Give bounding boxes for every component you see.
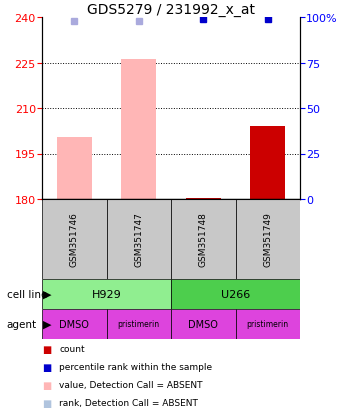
- Bar: [171, 199, 236, 279]
- Text: agent: agent: [7, 319, 37, 329]
- Bar: [236, 309, 300, 339]
- Bar: [42, 309, 106, 339]
- Text: count: count: [59, 345, 85, 354]
- Text: value, Detection Call = ABSENT: value, Detection Call = ABSENT: [59, 380, 203, 389]
- Bar: [171, 309, 236, 339]
- Text: H929: H929: [91, 289, 121, 299]
- Text: GSM351749: GSM351749: [263, 212, 272, 267]
- Text: pristimerin: pristimerin: [118, 320, 160, 329]
- Text: rank, Detection Call = ABSENT: rank, Detection Call = ABSENT: [59, 399, 198, 408]
- Bar: [56, 138, 92, 199]
- Bar: [171, 279, 300, 309]
- Text: DMSO: DMSO: [59, 319, 89, 329]
- Text: percentile rank within the sample: percentile rank within the sample: [59, 363, 212, 372]
- Text: ■: ■: [42, 362, 51, 372]
- Text: pristimerin: pristimerin: [247, 320, 289, 329]
- Text: ■: ■: [42, 344, 51, 354]
- Text: GSM351748: GSM351748: [199, 212, 208, 267]
- Bar: [250, 127, 286, 199]
- Bar: [236, 199, 300, 279]
- Text: cell line: cell line: [7, 289, 47, 299]
- Bar: [121, 60, 156, 199]
- Text: ▶: ▶: [42, 289, 51, 299]
- Text: ▶: ▶: [42, 319, 51, 329]
- Bar: [106, 309, 171, 339]
- Title: GDS5279 / 231992_x_at: GDS5279 / 231992_x_at: [87, 3, 255, 17]
- Text: ■: ■: [42, 398, 51, 408]
- Bar: [42, 199, 106, 279]
- Text: GSM351746: GSM351746: [70, 212, 79, 267]
- Text: DMSO: DMSO: [188, 319, 218, 329]
- Text: ■: ■: [42, 380, 51, 390]
- Text: GSM351747: GSM351747: [134, 212, 143, 267]
- Bar: [42, 279, 171, 309]
- Text: U266: U266: [221, 289, 250, 299]
- Bar: [106, 199, 171, 279]
